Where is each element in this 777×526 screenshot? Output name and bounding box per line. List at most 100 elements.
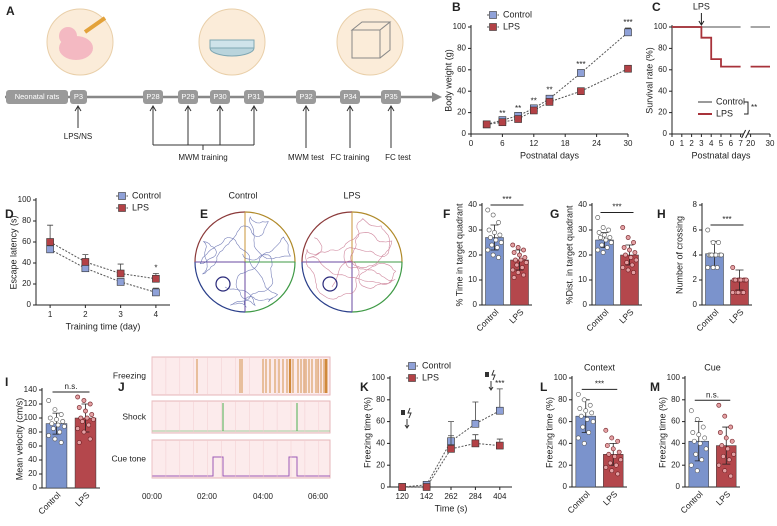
x-tick-label: 2 bbox=[83, 310, 88, 319]
data-point bbox=[75, 426, 81, 431]
data-point bbox=[519, 265, 525, 270]
x-tick-label: Control bbox=[694, 307, 721, 334]
survival-line bbox=[672, 26, 770, 68]
icon-bg bbox=[336, 8, 404, 76]
data-point bbox=[86, 422, 92, 428]
data-point bbox=[90, 416, 96, 422]
y-tick-label: 30 bbox=[578, 225, 587, 234]
data-point bbox=[615, 438, 621, 444]
tracking-label: Control bbox=[228, 190, 257, 200]
shock-icon bbox=[491, 369, 496, 381]
data-point bbox=[581, 397, 587, 403]
raster-tick-label: 02:00 bbox=[197, 492, 218, 501]
data-point bbox=[725, 446, 731, 452]
data-point bbox=[730, 265, 736, 270]
data-point bbox=[625, 267, 631, 273]
point bbox=[46, 238, 54, 246]
data-point bbox=[696, 432, 702, 438]
data-point bbox=[621, 245, 627, 250]
x-tick-label: 6 bbox=[729, 139, 734, 148]
data-point bbox=[733, 277, 738, 283]
y-tick-label: 60 bbox=[22, 237, 31, 246]
y-tick-label: 80 bbox=[658, 44, 667, 53]
y-axis-label: Mean velocity (cm/s) bbox=[14, 398, 24, 481]
event-label: LPS/NS bbox=[64, 132, 92, 141]
data-point bbox=[497, 232, 503, 238]
x-tick-label: Control bbox=[474, 307, 501, 334]
chart-title: Cue bbox=[704, 362, 721, 372]
point bbox=[529, 106, 538, 115]
data-point bbox=[603, 237, 609, 243]
legend-swatch bbox=[408, 374, 416, 382]
y-tick-label: 20 bbox=[658, 108, 667, 117]
legend-swatch bbox=[118, 204, 126, 212]
panel-letter: M bbox=[650, 380, 660, 394]
point bbox=[624, 64, 632, 73]
data-point bbox=[87, 401, 93, 407]
data-point bbox=[47, 415, 53, 421]
timeline-box bbox=[244, 90, 264, 104]
data-point bbox=[603, 427, 609, 433]
y-tick-label: 20 bbox=[558, 460, 567, 469]
data-point bbox=[705, 265, 711, 270]
x-axis-label: Postnatal days bbox=[520, 150, 580, 160]
error-bar bbox=[490, 224, 499, 251]
data-point bbox=[613, 462, 619, 468]
panel-letter: E bbox=[200, 207, 208, 221]
data-point bbox=[729, 438, 735, 444]
x-tick-label: LPS bbox=[727, 307, 746, 326]
significance: *** bbox=[502, 195, 511, 204]
data-point bbox=[58, 440, 64, 445]
data-point bbox=[55, 422, 61, 428]
shock-icon bbox=[407, 407, 412, 419]
point bbox=[81, 264, 90, 273]
y-tick-label: 60 bbox=[558, 417, 567, 426]
data-point bbox=[486, 227, 492, 233]
data-point bbox=[513, 257, 518, 263]
data-point bbox=[83, 408, 88, 414]
point bbox=[116, 269, 125, 278]
data-point bbox=[60, 419, 66, 424]
data-point bbox=[511, 275, 517, 280]
data-point bbox=[586, 430, 592, 435]
data-point bbox=[485, 207, 491, 213]
point bbox=[577, 69, 585, 77]
x-tick-label: 3 bbox=[699, 139, 704, 148]
y-axis-label: % Time in target quadrant bbox=[454, 203, 464, 307]
significance: n.s. bbox=[706, 390, 719, 399]
y-tick-label: 100 bbox=[372, 373, 386, 382]
icon-pup bbox=[59, 27, 77, 45]
data-point bbox=[700, 424, 706, 430]
x-tick-label: 24 bbox=[592, 139, 601, 148]
point bbox=[577, 87, 585, 95]
x-tick-label: Control bbox=[678, 489, 705, 516]
icon-pool bbox=[209, 39, 255, 49]
y-tick-label: 60 bbox=[658, 65, 667, 74]
timeline-label: P30 bbox=[213, 92, 226, 101]
timeline-box bbox=[178, 90, 198, 104]
y-tick-label: 80 bbox=[28, 427, 37, 436]
timeline-arrow bbox=[432, 92, 442, 102]
y-tick-label: 60 bbox=[376, 417, 385, 426]
legend-label: Control bbox=[716, 96, 745, 106]
data-point bbox=[604, 245, 610, 250]
y-tick-label: 6 bbox=[693, 225, 698, 234]
timeline-label: P34 bbox=[343, 92, 356, 101]
panel-letter: C bbox=[652, 0, 661, 14]
y-tick-label: 100 bbox=[667, 373, 681, 382]
point bbox=[545, 98, 554, 106]
data-point bbox=[489, 242, 495, 248]
legend-swatch bbox=[118, 192, 126, 200]
point bbox=[482, 120, 491, 129]
y-tick-label: 0 bbox=[27, 300, 32, 309]
x-tick-label: Control bbox=[36, 490, 63, 517]
raster: J Freezing Shock Cue tone 00:00 02:00 04… bbox=[112, 356, 331, 501]
annotation-arrow bbox=[698, 13, 705, 26]
data-point bbox=[618, 457, 624, 463]
y-axis-label: Freezing time (%) bbox=[657, 397, 667, 468]
timeline-label: P35 bbox=[384, 92, 397, 101]
data-point bbox=[688, 462, 694, 468]
annotation: LPS bbox=[693, 1, 710, 11]
raster-tick-label: 06:00 bbox=[308, 492, 329, 501]
timeline: A Neonatal rats P3 P28 P29 P30 P31 P32 P… bbox=[5, 4, 442, 162]
